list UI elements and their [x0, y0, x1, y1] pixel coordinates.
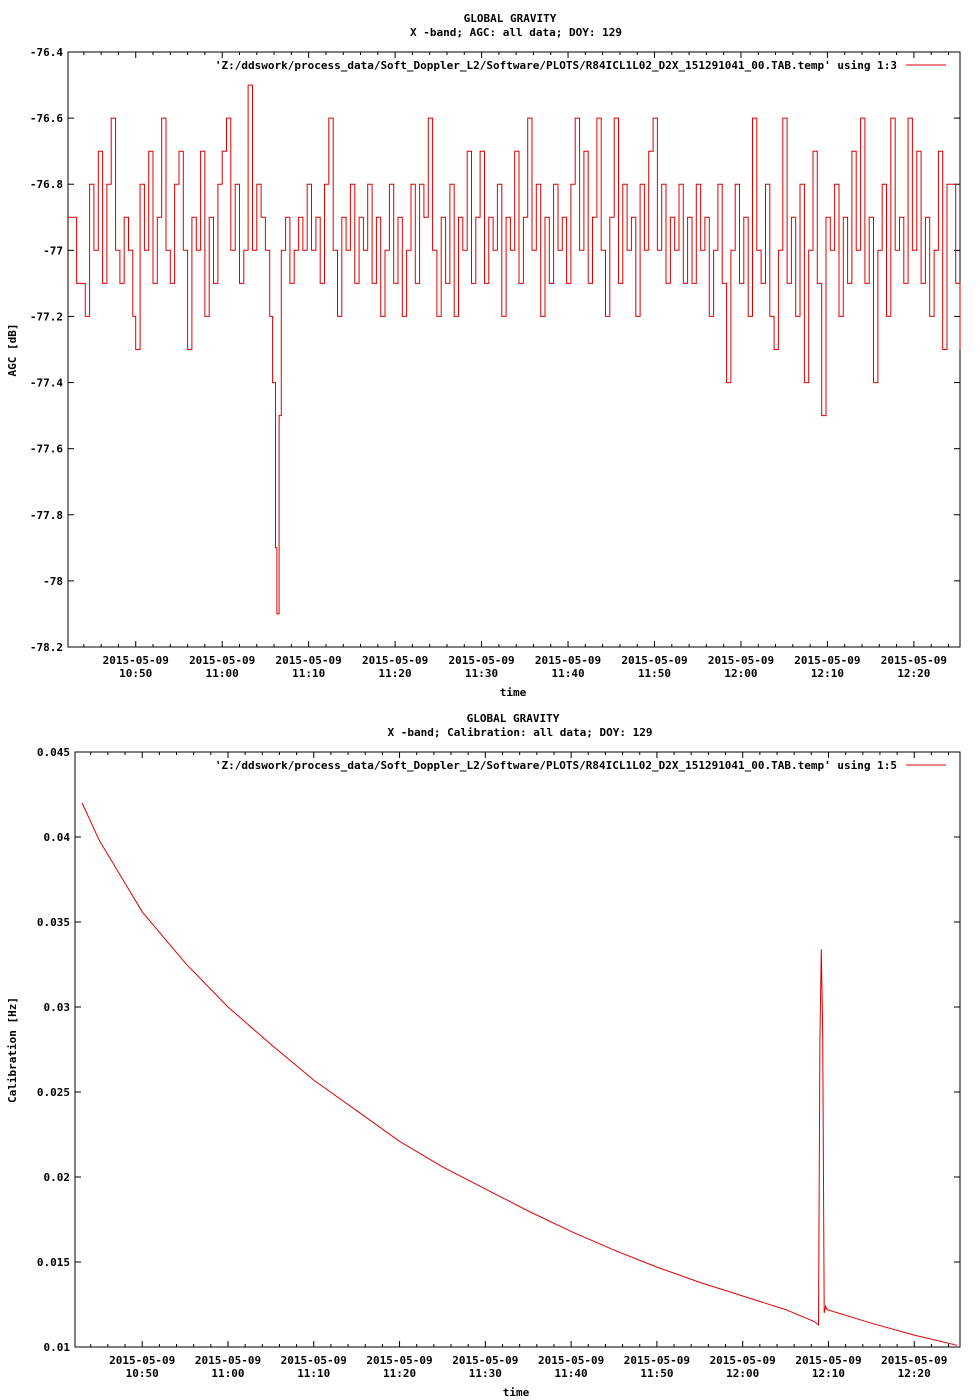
- calibration-series-line: [81, 802, 958, 1346]
- calibration-x-tick-date: 2015-05-09: [538, 1354, 604, 1367]
- calibration-x-tick-time: 11:10: [297, 1367, 330, 1380]
- agc-y-tick-label: -77.2: [30, 310, 63, 323]
- agc-y-tick-label: -76.6: [30, 112, 63, 125]
- calibration-x-tick-date: 2015-05-09: [281, 1354, 347, 1367]
- agc-y-tick-label: -76.4: [30, 46, 63, 59]
- calibration-y-tick-label: 0.035: [37, 916, 70, 929]
- agc-x-tick-time: 11:40: [551, 667, 584, 680]
- calibration-y-axis-label: Calibration [Hz]: [6, 997, 19, 1103]
- calibration-y-ticks: 0.045 0.04 0.035 0.03 0.025 0.02 0.015 0.01: [37, 746, 960, 1354]
- agc-legend-label: 'Z:/ddswork/process_data/Soft_Doppler_L2…: [215, 59, 897, 72]
- calibration-x-tick-date: 2015-05-09: [452, 1354, 518, 1367]
- agc-x-tick-time: 11:20: [379, 667, 412, 680]
- calibration-x-tick-date: 2015-05-09: [195, 1354, 261, 1367]
- calibration-chart-subtitle: X -band; Calibration: all data; DOY: 129: [388, 726, 653, 739]
- agc-x-tick-date: 2015-05-09: [189, 654, 255, 667]
- agc-chart: GLOBAL GRAVITY X -band; AGC: all data; D…: [6, 12, 961, 699]
- calibration-x-tick-time: 11:30: [469, 1367, 502, 1380]
- calibration-x-tick-date: 2015-05-09: [795, 1354, 861, 1367]
- calibration-x-tick-date: 2015-05-09: [366, 1354, 432, 1367]
- agc-chart-subtitle: X -band; AGC: all data; DOY: 129: [410, 26, 622, 39]
- agc-x-axis-label: time: [500, 686, 527, 699]
- calibration-y-tick-label: 0.02: [44, 1171, 71, 1184]
- calibration-y-tick-label: 0.03: [44, 1001, 71, 1014]
- calibration-x-tick-time: 11:00: [211, 1367, 244, 1380]
- agc-x-ticks: 2015-05-0910:502015-05-0911:002015-05-09…: [83, 52, 949, 680]
- calibration-x-axis-label: time: [503, 1386, 530, 1399]
- agc-y-tick-label: -77.8: [30, 509, 63, 522]
- agc-x-tick-time: 12:00: [724, 667, 757, 680]
- agc-x-tick-date: 2015-05-09: [794, 654, 860, 667]
- agc-x-tick-date: 2015-05-09: [103, 654, 169, 667]
- agc-y-tick-label: -78.2: [30, 641, 63, 654]
- calibration-x-tick-time: 12:10: [812, 1367, 845, 1380]
- calibration-y-tick-label: 0.04: [44, 831, 71, 844]
- calibration-x-tick-date: 2015-05-09: [881, 1354, 947, 1367]
- agc-x-tick-date: 2015-05-09: [535, 654, 601, 667]
- agc-x-tick-date: 2015-05-09: [276, 654, 342, 667]
- agc-y-tick-label: -77: [43, 244, 63, 257]
- calibration-x-tick-date: 2015-05-09: [710, 1354, 776, 1367]
- calibration-x-tick-time: 10:50: [126, 1367, 159, 1380]
- calibration-x-tick-time: 12:20: [898, 1367, 931, 1380]
- agc-chart-title: GLOBAL GRAVITY: [464, 12, 557, 25]
- agc-y-tick-label: -76.8: [30, 178, 63, 191]
- agc-x-tick-date: 2015-05-09: [621, 654, 687, 667]
- calibration-chart: GLOBAL GRAVITY X -band; Calibration: all…: [6, 712, 961, 1399]
- agc-x-tick-time: 10:50: [119, 667, 152, 680]
- calibration-x-ticks: 2015-05-0910:502015-05-0911:002015-05-09…: [90, 752, 950, 1380]
- calibration-x-tick-date: 2015-05-09: [109, 1354, 175, 1367]
- agc-series-line: [68, 84, 961, 615]
- agc-x-tick-time: 11:50: [638, 667, 671, 680]
- agc-y-ticks: -76.4 -76.6 -76.8 -77 -77.2 -77.4 -77.6 -77.8 -7…: [30, 46, 960, 654]
- agc-x-tick-time: 12:10: [811, 667, 844, 680]
- agc-y-axis-label: AGC [dB]: [6, 324, 19, 377]
- agc-x-tick-time: 11:00: [206, 667, 239, 680]
- calibration-y-tick-label: 0.01: [44, 1341, 71, 1354]
- agc-x-tick-date: 2015-05-09: [708, 654, 774, 667]
- agc-x-tick-date: 2015-05-09: [362, 654, 428, 667]
- calibration-y-tick-label: 0.015: [37, 1256, 70, 1269]
- calibration-x-tick-time: 11:20: [383, 1367, 416, 1380]
- agc-x-tick-time: 11:10: [292, 667, 325, 680]
- calibration-x-tick-time: 11:40: [555, 1367, 588, 1380]
- calibration-x-tick-time: 12:00: [726, 1367, 759, 1380]
- calibration-x-tick-date: 2015-05-09: [624, 1354, 690, 1367]
- agc-y-tick-label: -77.4: [30, 377, 63, 390]
- calibration-plot-frame: [74, 751, 961, 1348]
- calibration-chart-title: GLOBAL GRAVITY: [467, 712, 560, 725]
- calibration-y-tick-label: 0.045: [37, 746, 70, 759]
- agc-x-tick-date: 2015-05-09: [448, 654, 514, 667]
- agc-x-tick-time: 11:30: [465, 667, 498, 680]
- agc-y-tick-label: -77.6: [30, 443, 63, 456]
- calibration-y-tick-label: 0.025: [37, 1086, 70, 1099]
- calibration-legend-label: 'Z:/ddswork/process_data/Soft_Doppler_L2…: [215, 759, 897, 772]
- agc-x-tick-date: 2015-05-09: [881, 654, 947, 667]
- agc-y-tick-label: -78: [43, 575, 63, 588]
- calibration-x-tick-time: 11:50: [640, 1367, 673, 1380]
- agc-x-tick-time: 12:20: [897, 667, 930, 680]
